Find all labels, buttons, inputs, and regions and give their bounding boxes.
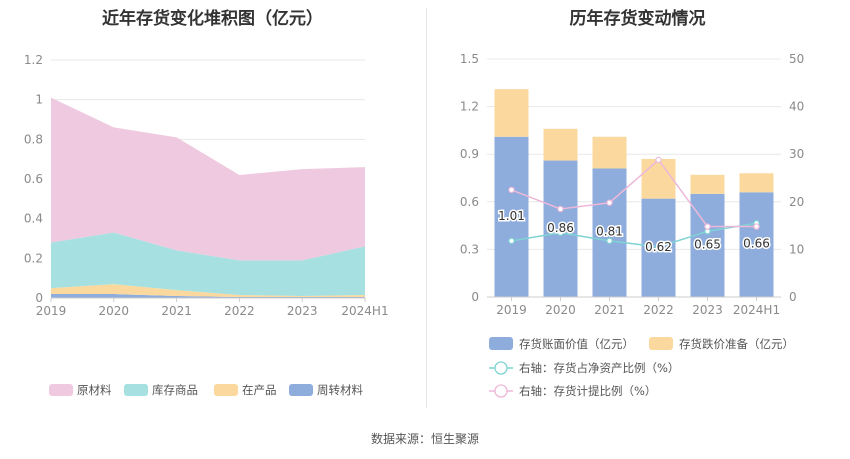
x-tick-label: 2023: [287, 304, 318, 318]
y-right-tick-label: 50: [789, 52, 804, 66]
y-tick-label: 0.4: [24, 212, 43, 226]
bar-存货账面价值（亿元）: [494, 136, 529, 297]
source-name: 恒生聚源: [431, 432, 480, 446]
legend-swatch-book-value: [489, 337, 513, 350]
y-left-tick-label: 1.2: [460, 100, 479, 114]
y-tick-label: 0: [35, 291, 43, 305]
point-右轴：存货计提比例（%）: [704, 223, 711, 230]
legend-swatch-impairment: [649, 337, 673, 350]
y-left-tick-label: 1.5: [460, 52, 479, 66]
y-tick-label: 0.6: [24, 172, 43, 186]
legend-marker-右轴：存货计提比例（%）: [494, 384, 508, 398]
bar-存货账面价值（亿元）: [739, 192, 774, 297]
point-右轴：存货占净资产比例（%）: [557, 229, 564, 236]
x-tick-label: 2020: [99, 304, 130, 318]
area-库存商品: [51, 232, 365, 297]
bar-存货跌价准备（亿元）: [739, 173, 774, 193]
bar-存货跌价准备（亿元）: [641, 158, 676, 199]
x-tick-label: 2024H1: [733, 303, 780, 317]
y-tick-label: 1: [35, 93, 43, 107]
legend-marker-右轴：存货占净资产比例（%）: [494, 361, 508, 375]
bar-value-label: 1.01: [498, 209, 525, 223]
x-tick-label: 2022: [643, 303, 674, 317]
y-right-tick-label: 30: [789, 147, 804, 161]
bar-存货跌价准备（亿元）: [543, 128, 578, 161]
panel-divider: [426, 8, 427, 408]
point-右轴：存货计提比例（%）: [753, 223, 760, 230]
bar-存货账面价值（亿元）: [543, 160, 578, 297]
bar-存货跌价准备（亿元）: [494, 89, 529, 137]
area-原材料: [51, 97, 365, 261]
y-right-tick-label: 20: [789, 195, 804, 209]
y-left-tick-label: 0.6: [460, 195, 479, 209]
legend-label-原材料: 原材料: [77, 383, 112, 397]
legend-swatch-库存商品: [124, 384, 148, 396]
y-left-tick-label: 0.9: [460, 147, 479, 161]
legend-label-book-value: 存货账面价值（亿元）: [519, 337, 634, 351]
y-right-tick-label: 40: [789, 100, 804, 114]
bar-存货跌价准备（亿元）: [690, 174, 725, 194]
line-右轴：存货占净资产比例（%）: [511, 222, 757, 248]
point-右轴：存货占净资产比例（%）: [655, 243, 662, 251]
right-chart-title: 历年存货变动情况: [569, 9, 706, 29]
stacked-area-chart: 0 0.2 0.4 0.6 0.8 1 1.2 2019 2020 2021 2022 2023 202…: [24, 53, 389, 397]
legend-label-周转材料: 周转材料: [317, 383, 363, 397]
data-source: 数据来源：恒生聚源: [0, 430, 850, 447]
bar-value-label: 0.62: [645, 240, 672, 254]
legend-label-impairment: 存货跌价准备（亿元）: [679, 337, 794, 351]
bar-value-label: 0.66: [743, 237, 770, 251]
bar-存货跌价准备（亿元）: [592, 136, 627, 169]
legend-swatch-在产品: [214, 384, 238, 396]
left-chart-title: 近年存货变化堆积图（亿元）: [102, 9, 323, 29]
legend-label-右轴：存货计提比例（%）: 右轴：存货计提比例（%）: [519, 384, 656, 398]
bar-value-label: 0.65: [694, 237, 721, 251]
bar-value-label: 0.86: [547, 221, 574, 235]
point-右轴：存货计提比例（%）: [557, 205, 564, 213]
source-label: 数据来源：: [370, 432, 431, 446]
point-右轴：存货计提比例（%）: [655, 156, 662, 164]
bar-存货账面价值（亿元）: [592, 168, 627, 297]
y-tick-label: 0.2: [24, 251, 43, 265]
x-tick-label: 2024H1: [341, 304, 388, 318]
legend-label-右轴：存货占净资产比例（%）: 右轴：存货占净资产比例（%）: [519, 361, 679, 375]
x-tick-label: 2021: [161, 304, 192, 318]
inventory-bar-line-chart: 0 0.3 0.6 0.9 1.2 1.5 0 10 20 30 40 50 2019 2020 2021 2…: [460, 52, 804, 398]
y-tick-label: 0.8: [24, 132, 43, 146]
x-tick-label: 2021: [594, 303, 625, 317]
y-tick-label: 1.2: [24, 53, 43, 67]
legend-swatch-原材料: [49, 384, 73, 396]
x-tick-label: 2019: [36, 304, 67, 318]
point-右轴：存货计提比例（%）: [606, 199, 613, 206]
x-tick-label: 2020: [545, 303, 576, 317]
area-在产品: [51, 284, 365, 298]
point-右轴：存货占净资产比例（%）: [606, 237, 613, 245]
bar-value-label: 0.81: [596, 225, 623, 239]
x-tick-label: 2023: [692, 303, 723, 317]
legend-swatch-周转材料: [289, 384, 313, 396]
y-left-tick-label: 0.3: [460, 242, 479, 256]
legend-label-库存商品: 库存商品: [152, 383, 198, 397]
legend-label-在产品: 在产品: [242, 383, 277, 397]
point-右轴：存货占净资产比例（%）: [508, 237, 515, 245]
x-tick-label: 2022: [224, 304, 255, 318]
y-right-tick-label: 10: [789, 242, 804, 256]
y-right-tick-label: 0: [789, 290, 797, 304]
y-left-tick-label: 0: [471, 290, 479, 304]
x-tick-label: 2019: [496, 303, 527, 317]
point-右轴：存货计提比例（%）: [508, 186, 515, 194]
line-右轴：存货计提比例（%）: [511, 158, 757, 228]
